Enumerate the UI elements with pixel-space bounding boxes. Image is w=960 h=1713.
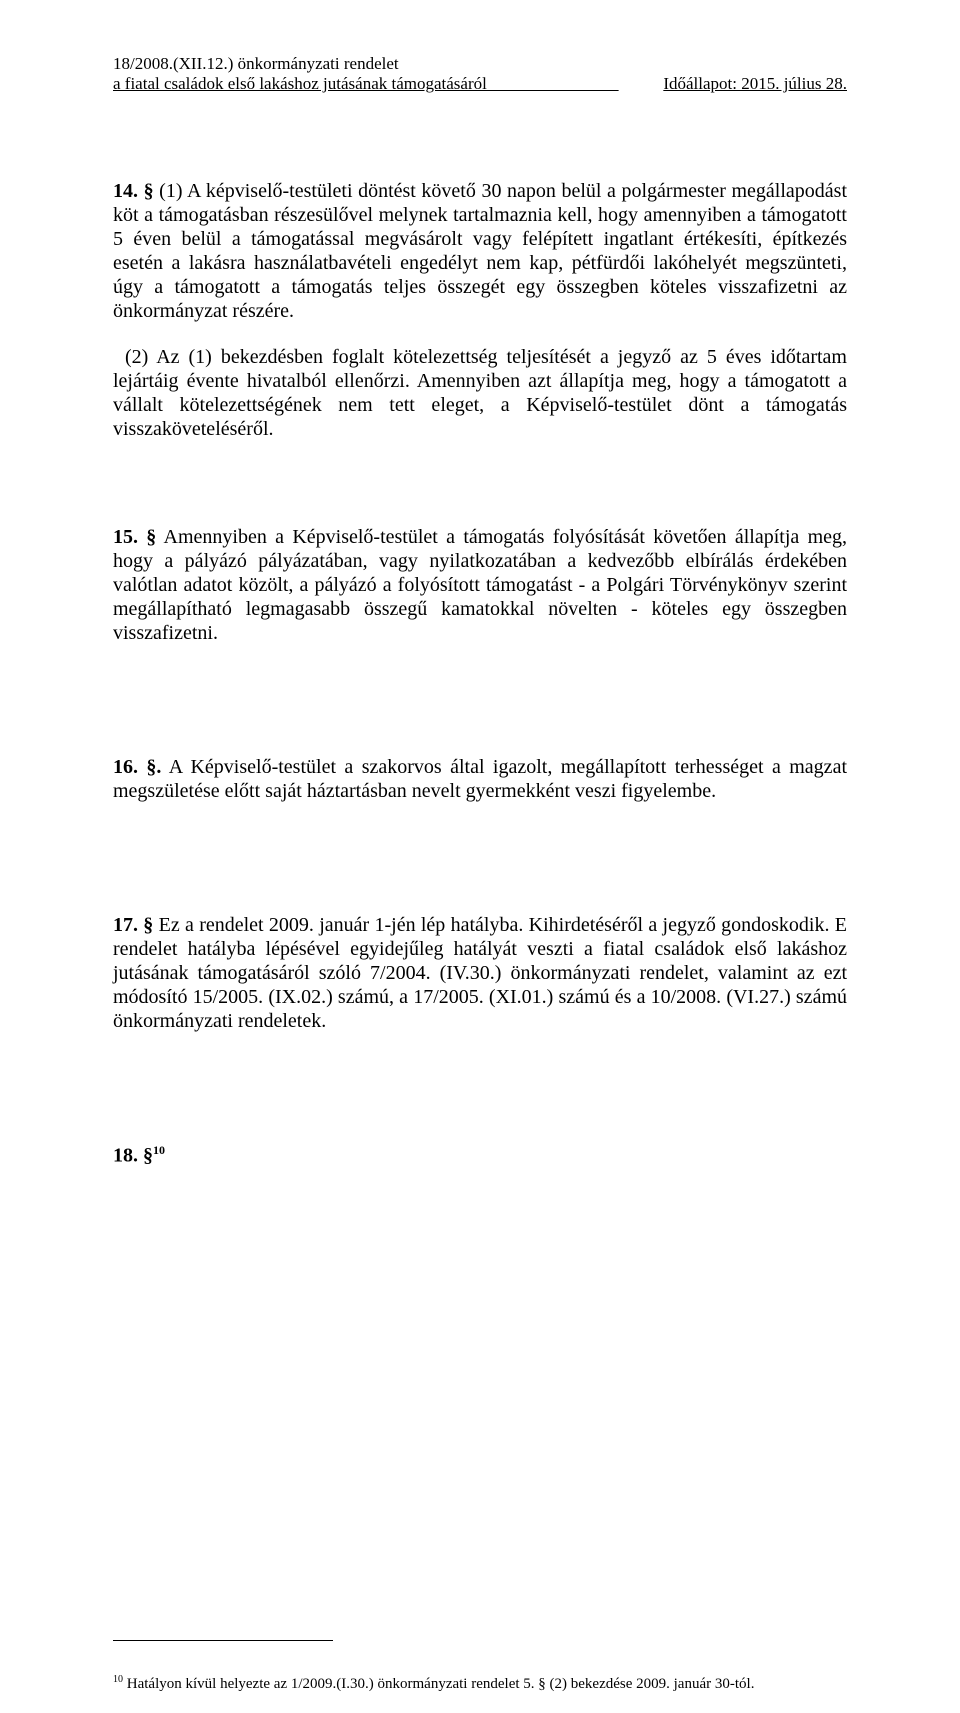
footnote: 10 Hatályon kívül helyezte az 1/2009.(I.…: [113, 1674, 847, 1693]
footnote-separator: [113, 1640, 333, 1641]
section-18: 18. §10: [113, 1143, 847, 1168]
section-15-p1: 15. § Amennyiben a Képviselő-testület a …: [113, 525, 847, 645]
section-17-p1: 17. § Ez a rendelet 2009. január 1-jén l…: [113, 913, 847, 1033]
section-16-p1: 16. §. A Képviselő-testület a szakorvos …: [113, 755, 847, 803]
header-decree-title: a fiatal családok első lakáshoz jutásána…: [113, 74, 619, 94]
section-17-num: 17. §: [113, 914, 153, 936]
header-right: Időállapot: 2015. július 28.: [663, 74, 847, 94]
section-14-p2: (2) Az (1) bekezdésben foglalt kötelezet…: [113, 345, 847, 441]
section-18-sup: 10: [153, 1143, 165, 1157]
document-body: 14. § (1) A képviselő-testületi döntést …: [113, 179, 847, 1168]
section-14-p1: 14. § (1) A képviselő-testületi döntést …: [113, 179, 847, 323]
section-16-p1-text: A Képviselő-testület a szakorvos által i…: [113, 756, 847, 802]
section-14-p1-text: (1) A képviselő-testületi döntést követő…: [113, 180, 847, 322]
section-16-num: 16. §.: [113, 756, 161, 778]
section-15-p1-text: Amennyiben a Képviselő-testület a támoga…: [113, 526, 847, 644]
header-date-status: Időállapot: 2015. július 28.: [663, 74, 847, 94]
header-decree-number: 18/2008.(XII.12.) önkormányzati rendelet: [113, 54, 619, 74]
section-17-p1-text: Ez a rendelet 2009. január 1-jén lép hat…: [113, 914, 847, 1032]
page-header: 18/2008.(XII.12.) önkormányzati rendelet…: [113, 54, 847, 95]
footnote-sup: 10: [113, 1674, 123, 1685]
section-18-num: 18. §: [113, 1144, 153, 1166]
section-15-num: 15. §: [113, 526, 156, 548]
footnote-text: Hatályon kívül helyezte az 1/2009.(I.30.…: [123, 1676, 754, 1692]
header-left: 18/2008.(XII.12.) önkormányzati rendelet…: [113, 54, 619, 95]
section-14-num: 14. §: [113, 180, 154, 202]
